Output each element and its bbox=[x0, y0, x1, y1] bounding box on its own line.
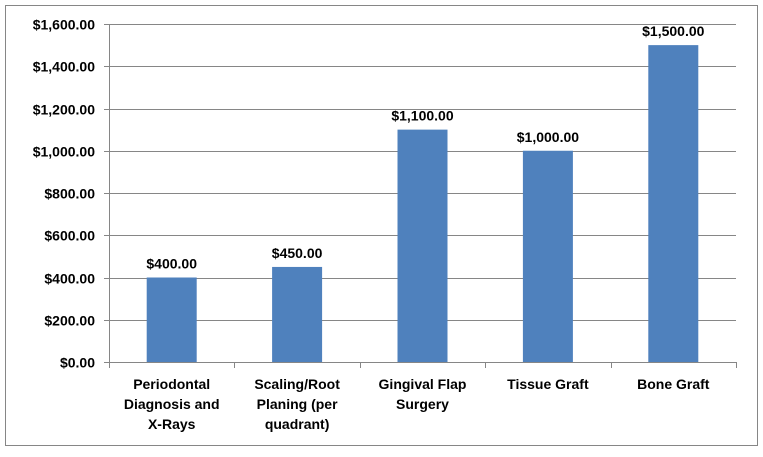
y-tick-label: $800.00 bbox=[44, 186, 95, 202]
x-category-label: Planing (per bbox=[257, 396, 338, 412]
data-label: $1,500.00 bbox=[642, 23, 704, 39]
bar bbox=[272, 266, 323, 362]
axes bbox=[104, 24, 737, 368]
data-label: $1,000.00 bbox=[517, 129, 579, 145]
bar bbox=[648, 45, 699, 362]
x-category-label: Scaling/Root bbox=[254, 376, 340, 392]
x-category-label: Tissue Graft bbox=[507, 376, 589, 392]
y-tick-label: $1,400.00 bbox=[33, 59, 95, 75]
x-category-label: X-Rays bbox=[148, 416, 196, 432]
data-label: $400.00 bbox=[146, 256, 197, 272]
labels: $0.00 $200.00 $400.00 $600.00 $800.00 $1,000.… bbox=[33, 17, 710, 433]
y-tick-label: $1,200.00 bbox=[33, 102, 95, 118]
bar bbox=[397, 129, 448, 362]
data-label: $450.00 bbox=[272, 245, 323, 261]
x-category-label: quadrant) bbox=[265, 416, 330, 432]
x-category-label: Diagnosis and bbox=[124, 396, 220, 412]
y-tick-label: $0.00 bbox=[60, 355, 95, 371]
bar bbox=[146, 277, 197, 362]
data-label: $1,100.00 bbox=[391, 108, 453, 124]
y-tick-label: $1,600.00 bbox=[33, 17, 95, 33]
x-category-label: Periodontal bbox=[133, 376, 210, 392]
chart-border bbox=[5, 5, 758, 446]
x-category-label: Bone Graft bbox=[637, 376, 710, 392]
x-category-label: Gingival Flap bbox=[379, 376, 467, 392]
y-tick-label: $600.00 bbox=[44, 228, 95, 244]
y-tick-label: $200.00 bbox=[44, 313, 95, 329]
bars bbox=[146, 45, 699, 362]
y-tick-label: $1,000.00 bbox=[33, 144, 95, 160]
x-category-label: Surgery bbox=[396, 396, 449, 412]
bar bbox=[522, 150, 573, 362]
y-tick-label: $400.00 bbox=[44, 271, 95, 287]
